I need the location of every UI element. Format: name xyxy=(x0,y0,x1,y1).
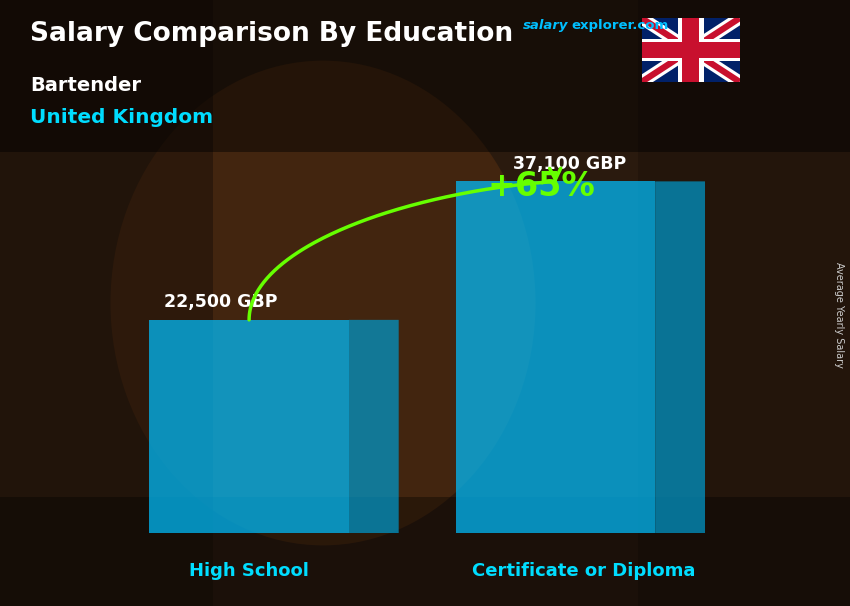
Ellipse shape xyxy=(110,61,536,545)
Text: Certificate or Diploma: Certificate or Diploma xyxy=(473,562,695,580)
Text: salary: salary xyxy=(523,19,569,32)
Bar xyxy=(683,18,699,82)
Bar xyxy=(638,0,850,606)
Text: Salary Comparison By Education: Salary Comparison By Education xyxy=(30,21,513,47)
Text: High School: High School xyxy=(190,562,309,580)
Text: United Kingdom: United Kingdom xyxy=(30,108,212,127)
Text: +65%: +65% xyxy=(487,170,595,202)
Polygon shape xyxy=(456,181,655,533)
Bar xyxy=(677,18,704,82)
Text: Bartender: Bartender xyxy=(30,76,141,95)
Polygon shape xyxy=(655,181,705,533)
Bar xyxy=(0,0,212,606)
Text: Average Yearly Salary: Average Yearly Salary xyxy=(834,262,844,368)
Bar xyxy=(642,42,740,58)
Text: explorer.com: explorer.com xyxy=(571,19,668,32)
Bar xyxy=(0,0,850,152)
Bar xyxy=(642,39,740,61)
Polygon shape xyxy=(348,320,399,533)
Text: 37,100 GBP: 37,100 GBP xyxy=(513,155,626,173)
Polygon shape xyxy=(150,320,348,533)
Text: 22,500 GBP: 22,500 GBP xyxy=(164,293,277,311)
Bar xyxy=(0,497,850,606)
